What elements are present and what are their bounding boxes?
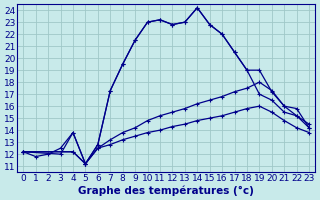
X-axis label: Graphe des températures (°c): Graphe des températures (°c) bbox=[78, 185, 254, 196]
